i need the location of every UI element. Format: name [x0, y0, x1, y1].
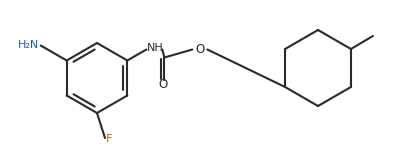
Text: O: O: [195, 43, 205, 56]
Text: F: F: [106, 134, 112, 144]
Text: H₂N: H₂N: [17, 40, 38, 50]
Text: NH: NH: [147, 43, 164, 53]
Text: O: O: [158, 78, 167, 91]
